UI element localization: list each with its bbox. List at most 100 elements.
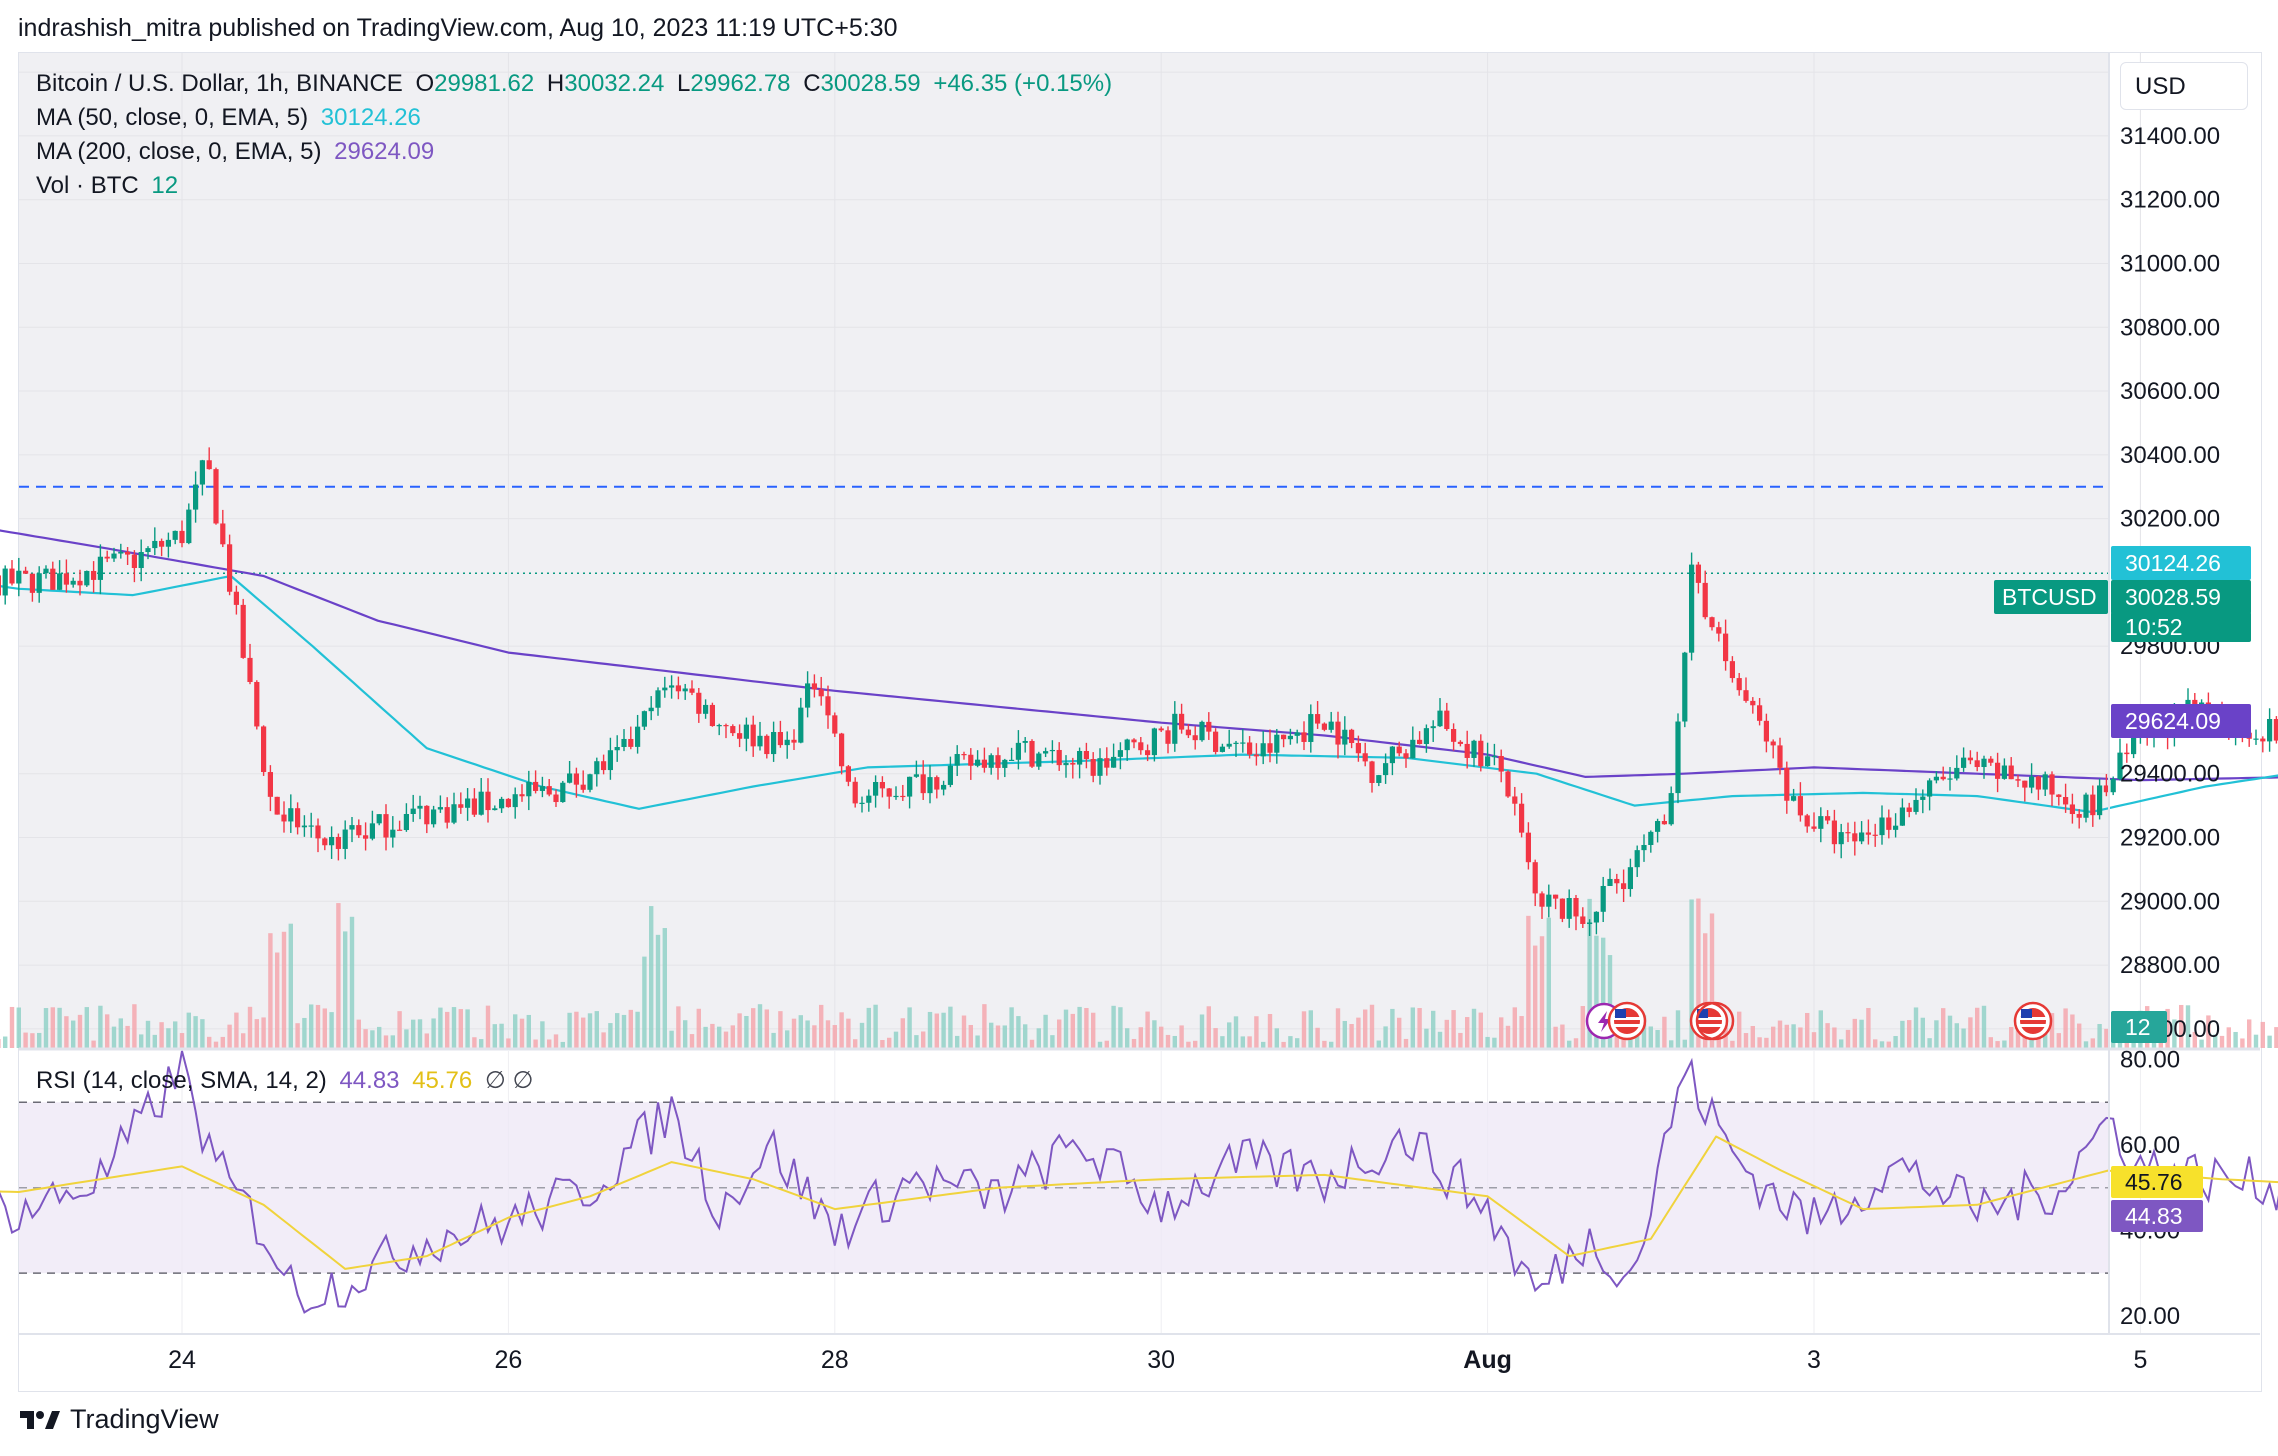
candle-body [1335, 721, 1341, 745]
volume-bar [1907, 1020, 1912, 1048]
currency-button[interactable]: USD [2120, 62, 2248, 110]
candle-body [784, 739, 790, 746]
candle-body [1043, 751, 1049, 754]
candle-body [1281, 734, 1287, 740]
symbol-name: Bitcoin / U.S. Dollar, 1h, BINANCE [36, 70, 403, 97]
volume-bar [336, 903, 341, 1048]
candle-body [2076, 814, 2082, 818]
ma200-legend[interactable]: MA (200, close, 0, EMA, 5) 29624.09 [36, 138, 440, 166]
volume-bar [16, 1007, 21, 1048]
candle-body [118, 551, 124, 554]
volume-bar [1893, 1036, 1898, 1048]
us-flag-icon[interactable] [1689, 1001, 1735, 1041]
candle-body [1104, 758, 1110, 768]
volume-bar [846, 1018, 851, 1048]
candle-body [526, 781, 532, 797]
close-value: 30028.59 [820, 70, 921, 97]
volume-bar [900, 1018, 905, 1048]
ma200-price-tag: 29624.09 [2111, 704, 2251, 738]
candle-body [533, 781, 539, 791]
volume-bar [513, 1014, 518, 1048]
candle-body [954, 754, 960, 766]
volume-bar [628, 1009, 633, 1048]
candle-body [1913, 799, 1919, 812]
candle-body [437, 807, 443, 810]
volume-bar [567, 1012, 572, 1048]
volume-bar [1403, 1038, 1409, 1048]
volume-bar [1845, 1029, 1851, 1048]
candle-body [941, 784, 947, 790]
us-flag-icon[interactable] [1607, 1001, 1647, 1041]
rsi-sma-line [0, 1135, 2278, 1270]
candle-body [852, 781, 858, 804]
volume-bar [1240, 1036, 1245, 1048]
volume-bar [1757, 1037, 1762, 1048]
volume-bar [30, 1033, 35, 1048]
candle-body [77, 580, 83, 586]
volume-bar [1988, 1037, 1993, 1048]
ma200-line [0, 529, 2278, 782]
ma50-legend[interactable]: MA (50, close, 0, EMA, 5) 30124.26 [36, 104, 427, 132]
candle-body [1587, 922, 1593, 924]
candle-body [1185, 729, 1191, 736]
time-tick-label: 24 [168, 1346, 196, 1374]
candle-body [1668, 793, 1674, 825]
candle-body [1607, 878, 1613, 886]
footer-brand[interactable]: TradingView [18, 1404, 219, 1435]
candle-body [730, 726, 736, 734]
symbol-legend[interactable]: Bitcoin / U.S. Dollar, 1h, BINANCE O2998… [36, 70, 1118, 98]
volume-bar [1771, 1026, 1776, 1048]
candle-body [2029, 776, 2035, 788]
price-pane-background [19, 53, 2109, 1048]
volume-bar [2165, 1008, 2170, 1048]
candle-body [444, 807, 450, 823]
candle-body [512, 794, 518, 808]
volume-bar [1553, 1026, 1558, 1048]
candle-body [356, 825, 362, 836]
volume-bar [1267, 1014, 1273, 1048]
rsi-legend[interactable]: RSI (14, close, SMA, 14, 2) 44.83 45.76 … [36, 1066, 539, 1095]
volume-bar [356, 1019, 361, 1048]
us-flag-icon[interactable] [2013, 1001, 2053, 1041]
volume-bar [179, 1033, 185, 1048]
candle-body [2110, 778, 2116, 793]
candle-body [2131, 733, 2137, 755]
candle-body [1437, 710, 1443, 727]
volume-bar [995, 1025, 1001, 1048]
time-axis[interactable]: 24262830Aug3579111416 [168, 1346, 2278, 1374]
volume-bar [1247, 1036, 1252, 1048]
candle-body [580, 784, 586, 790]
volume-bar [948, 1006, 953, 1048]
volume-bar [526, 1014, 531, 1048]
candle-body [0, 575, 1, 596]
volume-bar [1159, 1026, 1164, 1048]
volume-bar [785, 1030, 790, 1048]
candle-body [641, 711, 647, 727]
event-markers[interactable] [1585, 1001, 2053, 1041]
candle-body [1750, 700, 1756, 706]
volume-bar [1342, 1020, 1347, 1048]
volume-legend[interactable]: Vol · BTC 12 [36, 172, 184, 200]
candle-body [1627, 867, 1633, 890]
candle-body [471, 798, 477, 815]
candle-body [505, 798, 511, 808]
volume-bar [2274, 1027, 2278, 1048]
candle-body [281, 814, 287, 822]
volume-bar [866, 1007, 871, 1048]
volume-bar [1410, 1007, 1415, 1048]
volume-bar [825, 1020, 831, 1048]
candle-body [1172, 713, 1178, 744]
us-flag-icon-ring [1695, 1001, 1735, 1041]
volume-bar [1839, 1039, 1844, 1048]
volume-bar [2247, 1019, 2252, 1048]
candle-body [186, 509, 192, 544]
volume-bar [173, 1021, 178, 1048]
volume-bar [574, 1011, 579, 1048]
candles[interactable] [0, 411, 2278, 936]
high-label: H [546, 70, 565, 97]
volume-bar [1601, 937, 1606, 1048]
candle-body [1145, 750, 1151, 756]
volume-bar [91, 1040, 96, 1048]
volume-bar [499, 1023, 504, 1048]
